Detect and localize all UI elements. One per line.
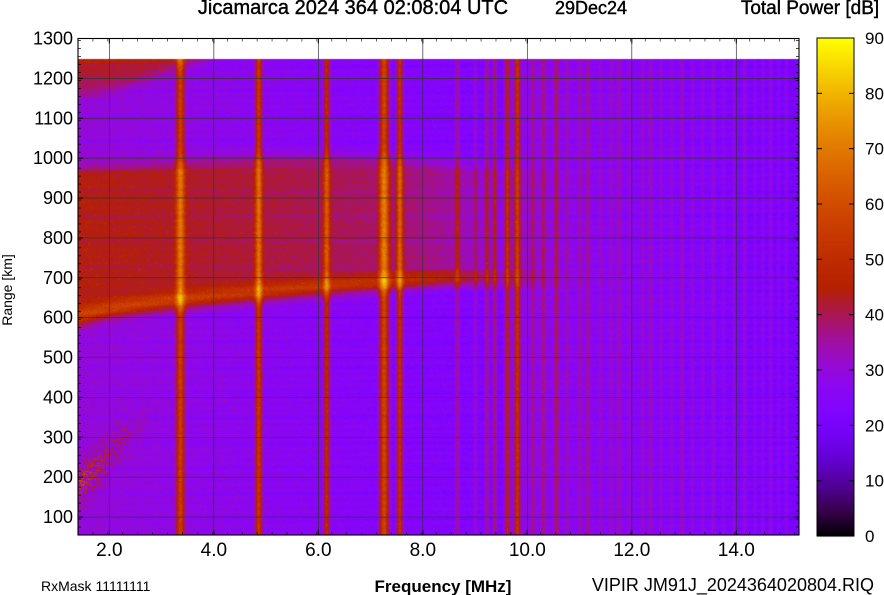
svg-text:29Dec24: 29Dec24 <box>555 0 627 18</box>
svg-text:50: 50 <box>865 250 884 269</box>
svg-text:6.0: 6.0 <box>305 540 331 561</box>
svg-text:1300: 1300 <box>33 29 73 49</box>
svg-text:80: 80 <box>865 84 884 103</box>
svg-text:10.0: 10.0 <box>509 540 546 561</box>
svg-text:500: 500 <box>43 348 73 368</box>
svg-text:100: 100 <box>43 507 73 527</box>
svg-text:12.0: 12.0 <box>613 540 650 561</box>
svg-text:800: 800 <box>43 228 73 248</box>
svg-text:Range [km]: Range [km] <box>0 254 15 326</box>
svg-text:900: 900 <box>43 188 73 208</box>
svg-text:Total Power [dB]: Total Power [dB] <box>741 0 879 19</box>
svg-text:2.0: 2.0 <box>96 540 122 561</box>
svg-text:Jicamarca 2024 364 02:08:04 UT: Jicamarca 2024 364 02:08:04 UTC <box>198 0 508 19</box>
svg-text:60: 60 <box>865 195 884 214</box>
svg-text:600: 600 <box>43 308 73 328</box>
svg-text:400: 400 <box>43 387 73 407</box>
svg-text:14.0: 14.0 <box>718 540 755 561</box>
svg-text:300: 300 <box>43 427 73 447</box>
svg-text:90: 90 <box>865 29 884 48</box>
svg-text:0: 0 <box>865 527 874 546</box>
svg-text:Frequency [MHz]: Frequency [MHz] <box>375 577 512 595</box>
svg-text:30: 30 <box>865 361 884 380</box>
svg-text:40: 40 <box>865 306 884 325</box>
svg-text:200: 200 <box>43 467 73 487</box>
svg-text:10: 10 <box>865 472 884 491</box>
svg-text:700: 700 <box>43 268 73 288</box>
svg-text:4.0: 4.0 <box>201 540 227 561</box>
svg-text:8.0: 8.0 <box>410 540 436 561</box>
svg-text:VIPIR JM91J_2024364020804.RIQ: VIPIR JM91J_2024364020804.RIQ <box>592 575 874 595</box>
svg-text:20: 20 <box>865 416 884 435</box>
svg-text:1000: 1000 <box>33 148 73 168</box>
svg-text:70: 70 <box>865 140 884 159</box>
svg-text:RxMask 11111111: RxMask 11111111 <box>41 578 151 594</box>
svg-text:1200: 1200 <box>33 68 73 88</box>
svg-text:1100: 1100 <box>34 108 73 128</box>
